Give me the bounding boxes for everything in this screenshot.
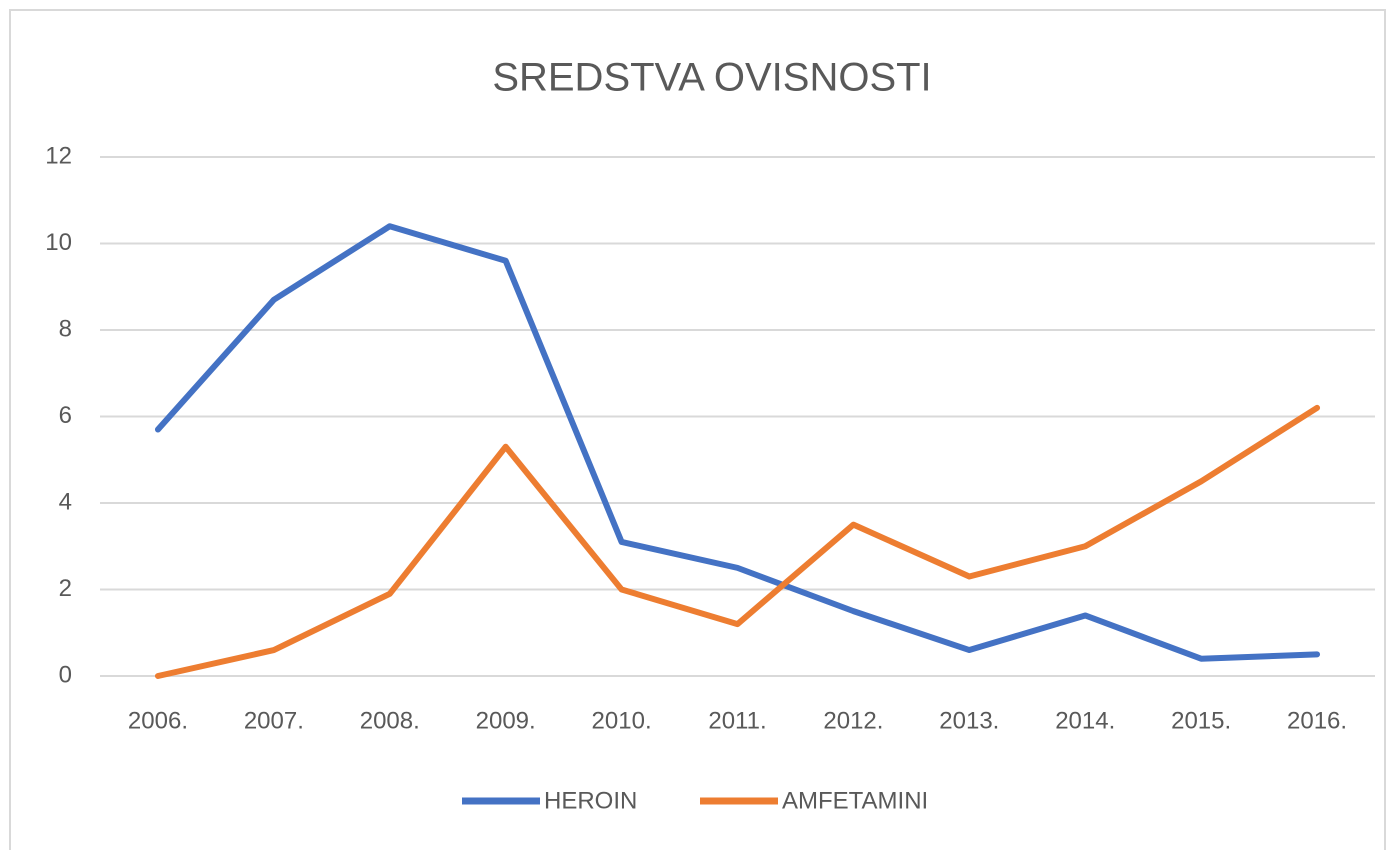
x-tick-label: 2008. (360, 707, 420, 734)
chart-frame (9, 9, 1386, 850)
y-tick-label: 8 (59, 315, 72, 342)
x-tick-label: 2012. (823, 707, 883, 734)
legend-label: AMFETAMINI (782, 787, 928, 814)
x-tick-label: 2010. (592, 707, 652, 734)
x-tick-label: 2007. (244, 707, 304, 734)
y-tick-label: 2 (59, 575, 72, 602)
x-tick-label: 2016. (1287, 707, 1347, 734)
y-tick-label: 6 (59, 402, 72, 429)
x-tick-label: 2015. (1171, 707, 1231, 734)
y-tick-label: 4 (59, 488, 72, 515)
line-series (154, 223, 1321, 662)
x-tick-label: 2006. (128, 707, 188, 734)
x-tick-label: 2011. (708, 707, 766, 734)
y-tick-label: 10 (45, 229, 72, 256)
y-tick-label: 12 (45, 142, 72, 169)
x-tick-label: 2009. (476, 707, 536, 734)
legend-label: HEROIN (544, 787, 637, 814)
y-tick-label: 0 (59, 661, 72, 688)
line-series (154, 404, 1321, 679)
chart-title: SREDSTVA OVISNOSTI (492, 56, 931, 100)
x-tick-label: 2014. (1055, 707, 1115, 734)
x-tick-label: 2013. (939, 707, 999, 734)
